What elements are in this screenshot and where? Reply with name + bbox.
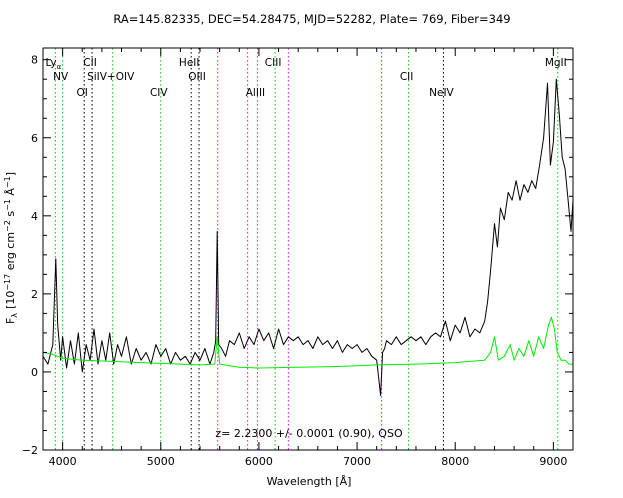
x-tick-label: 6000 xyxy=(245,455,273,468)
axis-ticks: 4000 5000 6000 7000 8000 9000 −2 0 2 4 6 8 xyxy=(22,48,574,468)
line-label: NV xyxy=(53,71,69,83)
line-label: HeII xyxy=(179,57,200,69)
y-tick-label: 0 xyxy=(31,366,38,379)
y-tick-label: −2 xyxy=(22,444,38,457)
line-label: AlIII xyxy=(246,87,265,99)
x-axis-label: Wavelength [Å] xyxy=(267,475,352,488)
y-label-mid: erg cm xyxy=(4,232,17,274)
line-label: CIV xyxy=(150,87,168,99)
y-label-exp4: −1 xyxy=(3,176,12,188)
x-tick-label: 5000 xyxy=(147,455,175,468)
line-label: NeIV xyxy=(429,87,454,99)
series-error xyxy=(42,316,573,369)
redshift-annotation: z= 2.2300 +/- 0.0001 (0.90), QSO xyxy=(215,427,403,440)
y-label-exp3: −1 xyxy=(3,199,12,211)
line-label: OIII xyxy=(188,71,206,83)
plot-frame xyxy=(42,47,574,451)
x-tick-label: 9000 xyxy=(539,455,567,468)
y-label-mid3: Å xyxy=(4,188,17,199)
series-flux xyxy=(42,78,574,396)
y-label-f: F xyxy=(4,318,17,324)
line-label: CIII xyxy=(265,57,282,69)
line-label-sub: α xyxy=(57,63,62,71)
y-tick-label: 8 xyxy=(31,54,38,67)
x-tick-label: 4000 xyxy=(49,455,77,468)
chart-title: RA=145.82335, DEC=54.28475, MJD=52282, P… xyxy=(113,12,510,26)
y-tick-label: 6 xyxy=(31,132,38,145)
x-tick-label: 7000 xyxy=(343,455,371,468)
line-label: CII xyxy=(83,57,97,69)
y-axis-label: Fλ[10−17 erg cm−2 s−1 Å−1] xyxy=(3,172,19,324)
y-label-exp2: −2 xyxy=(3,220,12,232)
y-tick-label: 4 xyxy=(31,210,38,223)
y-label-unit: [10 xyxy=(4,291,17,309)
line-label: SiIV+OIV xyxy=(87,71,135,83)
y-label-mid2: s xyxy=(4,211,17,220)
x-tick-label: 8000 xyxy=(441,455,469,468)
line-label: CII xyxy=(400,71,414,83)
line-label: OI xyxy=(77,87,88,99)
y-label-exp1: −17 xyxy=(3,274,12,291)
y-tick-label: 2 xyxy=(31,288,38,301)
line-label: Lyα xyxy=(45,57,61,71)
line-label: MgII xyxy=(545,57,567,69)
y-label-sub: λ xyxy=(10,313,19,318)
series-layer xyxy=(42,78,574,396)
y-label-end: ] xyxy=(4,172,17,176)
